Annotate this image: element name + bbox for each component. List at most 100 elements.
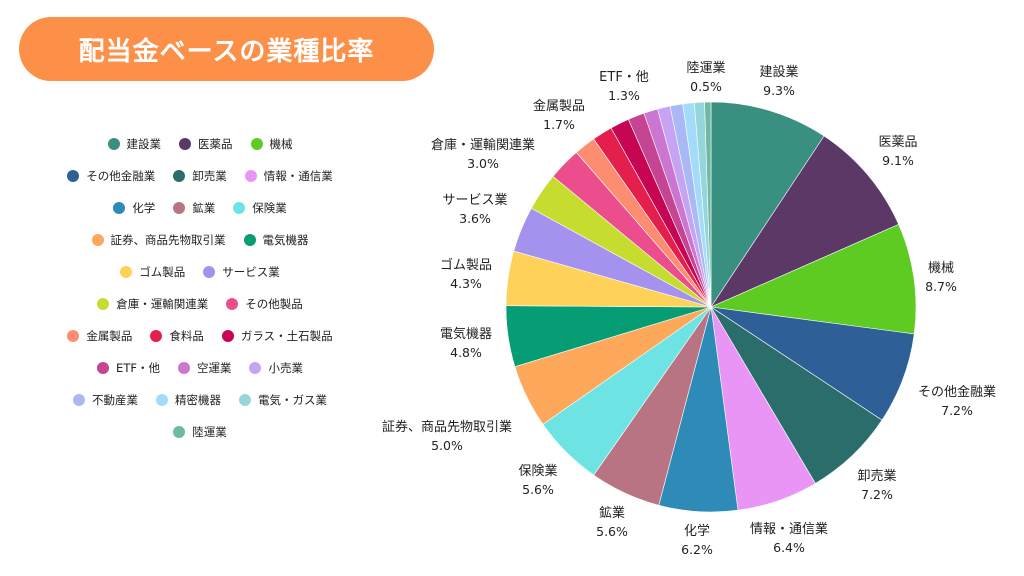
legend-swatch-icon — [233, 202, 246, 214]
legend-item[interactable]: ETF・他 — [97, 360, 160, 376]
slice-label-name: ETF・他 — [599, 70, 649, 85]
legend-item[interactable]: 医薬品 — [179, 136, 233, 152]
slice-label: 証券、商品先物取引業 5.0% — [382, 419, 512, 455]
legend-label: 精密機器 — [175, 393, 221, 407]
slice-label-percent: 3.0% — [467, 156, 499, 171]
legend-label: 建設業 — [126, 137, 162, 151]
legend-swatch-icon — [156, 394, 168, 406]
legend-row: 金属製品 食料品 ガラス・土石製品 — [40, 320, 360, 352]
slice-label: 鉱業 5.6% — [596, 505, 628, 541]
slice-label: 卸売業 7.2% — [857, 468, 896, 504]
legend-row: 化学 鉱業 保険業 — [40, 192, 360, 224]
legend-row: その他金融業 卸売業 情報・通信業 — [40, 160, 360, 192]
legend-item[interactable]: 鉱業 — [173, 200, 215, 216]
legend-item[interactable]: 卸売業 — [173, 168, 227, 184]
legend-swatch-icon — [203, 266, 216, 278]
slice-label-percent: 5.6% — [522, 482, 554, 497]
slice-label: 建設業 9.3% — [759, 64, 798, 100]
slice-label-percent: 9.1% — [882, 153, 914, 168]
pie-slice[interactable] — [704, 101, 712, 308]
slice-label: 医薬品 9.1% — [878, 134, 917, 170]
slice-label-name: 建設業 — [759, 65, 799, 80]
legend-label: 医薬品 — [198, 137, 233, 151]
pie-slice[interactable] — [709, 224, 917, 335]
slice-label-name: 保険業 — [518, 464, 558, 479]
slice-label-percent: 6.4% — [773, 540, 805, 555]
legend-item[interactable]: 証券、商品先物取引業 — [91, 232, 226, 248]
legend-swatch-icon — [113, 202, 126, 214]
legend-row: ETF・他 空運業 小売業 — [40, 352, 360, 384]
legend-label: 倉庫・運輸関連業 — [116, 297, 209, 311]
legend-swatch-icon — [239, 394, 251, 406]
slice-label-percent: 4.8% — [450, 345, 482, 360]
legend-item[interactable]: 空運業 — [177, 360, 231, 376]
legend-swatch-icon — [150, 330, 163, 342]
legend-item[interactable]: ガラス・土石製品 — [221, 328, 333, 344]
legend-label: 鉱業 — [192, 201, 216, 215]
slice-label-name: 金属製品 — [532, 99, 586, 114]
legend-swatch-icon — [173, 170, 186, 182]
legend-item[interactable]: 精密機器 — [156, 392, 221, 408]
legend-label: 陸運業 — [192, 425, 227, 439]
legend-item[interactable]: 不動産業 — [73, 392, 138, 408]
slice-label: ゴム製品 4.3% — [440, 257, 492, 293]
legend-item[interactable]: サービス業 — [203, 264, 280, 280]
legend-swatch-icon — [177, 362, 190, 374]
legend-item[interactable]: 電気・ガス業 — [239, 392, 327, 408]
slice-label-name: その他金融業 — [917, 385, 997, 400]
legend-item[interactable]: 電気機器 — [243, 232, 309, 248]
legend-label: 食料品 — [169, 329, 204, 343]
legend-label: 証券、商品先物取引業 — [110, 233, 226, 247]
legend-item[interactable]: 情報・通信業 — [244, 168, 333, 184]
legend-item[interactable]: 食料品 — [150, 328, 204, 344]
slice-label: 金属製品 1.7% — [533, 98, 585, 134]
legend-label: ETF・他 — [116, 361, 160, 375]
legend-item[interactable]: 倉庫・運輸関連業 — [97, 296, 208, 312]
slice-label: 電気機器 4.8% — [440, 326, 492, 362]
pie-slice[interactable] — [710, 135, 900, 308]
legend-label: 電気・ガス業 — [258, 393, 327, 407]
legend-item[interactable]: 機械 — [250, 136, 293, 152]
legend-item[interactable]: 陸運業 — [173, 424, 227, 440]
slice-label: ETF・他 1.3% — [599, 69, 649, 105]
legend-label: 卸売業 — [192, 169, 227, 183]
chart-legend: 建設業 医薬品 機械その他金融業 卸売業 情報・通信業化学 鉱業 保険業証券、商品先物取引業… — [40, 128, 360, 448]
slice-label-percent: 5.6% — [596, 524, 628, 539]
legend-item[interactable]: 保険業 — [233, 200, 287, 216]
legend-item[interactable]: 金属製品 — [67, 328, 132, 344]
slice-label-percent: 1.7% — [543, 117, 575, 132]
legend-row: ゴム製品 サービス業 — [40, 256, 360, 288]
legend-item[interactable]: その他金融業 — [67, 168, 155, 184]
legend-item[interactable]: その他製品 — [226, 296, 303, 312]
legend-swatch-icon — [243, 234, 256, 246]
slice-label-percent: 6.2% — [681, 542, 713, 557]
legend-item[interactable]: ゴム製品 — [120, 264, 185, 280]
legend-label: 保険業 — [252, 201, 287, 215]
legend-row: 陸運業 — [40, 416, 360, 448]
legend-swatch-icon — [226, 298, 239, 310]
legend-label: ガラス・土石製品 — [240, 329, 333, 343]
slice-label: その他金融業 7.2% — [918, 384, 996, 420]
pie-slice[interactable] — [710, 101, 825, 308]
legend-label: サービス業 — [222, 265, 280, 279]
slice-label-percent: 0.5% — [690, 79, 722, 94]
legend-label: 化学 — [132, 201, 156, 215]
legend-swatch-icon — [173, 426, 186, 438]
legend-item[interactable]: 化学 — [113, 200, 155, 216]
slice-label-percent: 5.0% — [431, 438, 463, 453]
legend-swatch-icon — [179, 138, 191, 150]
legend-swatch-icon — [97, 362, 110, 374]
legend-label: 不動産業 — [92, 393, 138, 407]
legend-row: 建設業 医薬品 機械 — [40, 128, 360, 160]
legend-item[interactable]: 建設業 — [107, 136, 162, 152]
legend-item[interactable]: 小売業 — [249, 360, 303, 376]
slice-label-name: 卸売業 — [857, 469, 897, 484]
slice-label-name: 証券、商品先物取引業 — [381, 420, 513, 435]
legend-label: 金属製品 — [86, 329, 133, 343]
slice-label-percent: 8.7% — [925, 279, 957, 294]
legend-swatch-icon — [173, 202, 186, 214]
legend-label: 情報・通信業 — [263, 169, 333, 183]
legend-swatch-icon — [97, 298, 110, 310]
legend-swatch-icon — [221, 330, 234, 342]
